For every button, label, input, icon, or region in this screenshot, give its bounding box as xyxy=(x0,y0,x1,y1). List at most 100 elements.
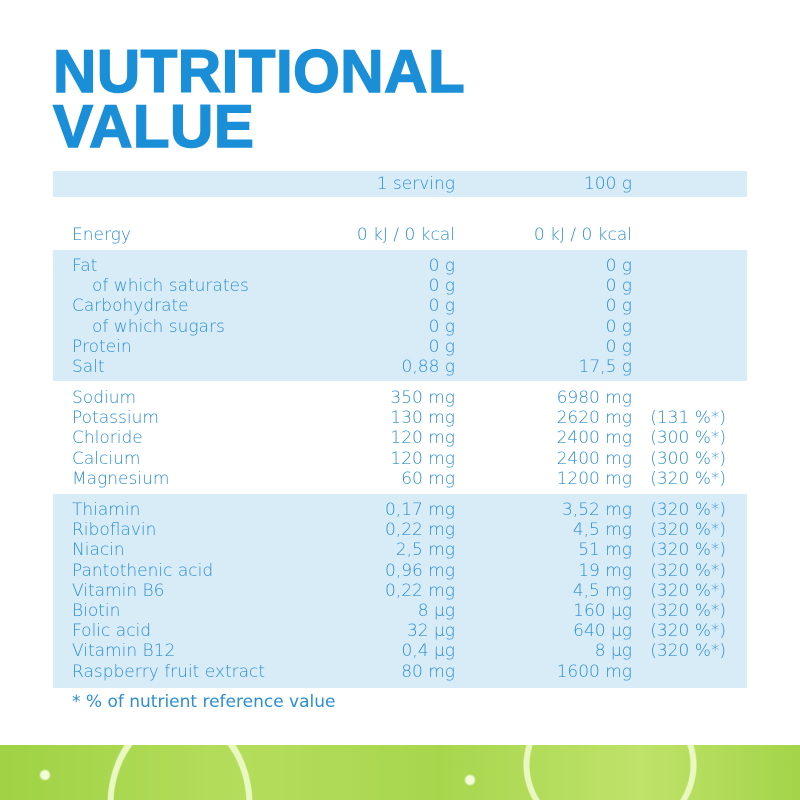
row-per100: 640 µg xyxy=(573,621,632,642)
table-row: Potassium 130 mg 2620 mg (131 %*) xyxy=(0,408,800,428)
table-row: Carbohydrate 0 g 0 g xyxy=(0,296,800,316)
row-serving: 120 mg xyxy=(390,448,455,469)
table-row: Niacin 2,5 mg 51 mg (320 %*) xyxy=(0,540,800,560)
row-per100: 6980 mg xyxy=(556,388,632,408)
row-per100: 2620 mg xyxy=(556,408,632,429)
row-per100: 0 g xyxy=(605,276,632,297)
table-row: Riboflavin 0,22 mg 4,5 mg (320 %*) xyxy=(0,520,800,540)
table-row: Vitamin B6 0,22 mg 4,5 mg (320 %*) xyxy=(0,581,800,601)
row-label: Chloride xyxy=(72,428,143,449)
row-nrv: (320 %*) xyxy=(650,540,726,561)
row-label: Salt xyxy=(72,357,105,377)
row-nrv: (320 %*) xyxy=(650,641,726,662)
table-row: Fat 0 g 0 g xyxy=(0,256,800,276)
row-serving: 0,88 g xyxy=(401,357,455,377)
row-serving: 0 kJ / 0 kcal xyxy=(356,225,455,245)
row-label: Potassium xyxy=(72,408,159,429)
table-row: Sodium 350 mg 6980 mg xyxy=(0,388,800,408)
macros-band xyxy=(53,250,747,381)
row-serving: 0 g xyxy=(428,256,455,276)
table-row: Magnesium 60 mg 1200 mg (320 %*) xyxy=(0,469,800,489)
row-per100: 19 mg xyxy=(578,560,632,581)
row-label: Protein xyxy=(72,336,132,357)
row-label: of which saturates xyxy=(92,276,249,297)
row-per100: 0 kJ / 0 kcal xyxy=(533,225,632,245)
row-label: Calcium xyxy=(72,448,141,469)
row-label: Sodium xyxy=(72,388,137,408)
row-serving: 0,4 µg xyxy=(401,641,455,662)
row-per100: 0 g xyxy=(605,256,632,276)
row-per100: 0 g xyxy=(605,296,632,317)
row-per100: 17,5 g xyxy=(578,357,632,377)
row-nrv: (320 %*) xyxy=(650,500,726,520)
table-row: of which sugars 0 g 0 g xyxy=(0,317,800,337)
row-serving: 32 µg xyxy=(406,621,455,642)
row-label: Folic acid xyxy=(72,621,152,642)
table-row: Salt 0,88 g 17,5 g xyxy=(0,357,800,377)
row-serving: 0,22 mg xyxy=(384,520,455,541)
row-serving: 60 mg xyxy=(401,468,455,489)
row-nrv: (320 %*) xyxy=(650,520,726,541)
row-nrv: (320 %*) xyxy=(650,560,726,581)
row-label: Vitamin B6 xyxy=(72,580,165,601)
footnote: * % of nutrient reference value xyxy=(72,692,336,712)
row-per100: 0 g xyxy=(605,336,632,357)
table-header: 1 serving 100 g xyxy=(0,174,800,194)
row-serving: 0,22 mg xyxy=(384,580,455,601)
vitamins-band xyxy=(53,494,747,688)
table-row: Chloride 120 mg 2400 mg (300 %*) xyxy=(0,428,800,448)
row-serving: 0,17 mg xyxy=(384,500,455,520)
row-per100: 2400 mg xyxy=(556,448,632,469)
row-label: Energy xyxy=(72,225,131,245)
table-row: Calcium 120 mg 2400 mg (300 %*) xyxy=(0,449,800,469)
row-serving: 0 g xyxy=(428,316,455,337)
row-per100: 4,5 mg xyxy=(572,580,632,601)
row-serving: 0 g xyxy=(428,336,455,357)
row-serving: 80 mg xyxy=(401,661,455,682)
row-per100: 8 µg xyxy=(594,641,632,662)
table-row: Thiamin 0,17 mg 3,52 mg (320 %*) xyxy=(0,500,800,520)
table-row: Pantothenic acid 0,96 mg 19 mg (320 %*) xyxy=(0,561,800,581)
page-title: NUTRITIONAL VALUE xyxy=(52,41,465,160)
row-per100: 3,52 mg xyxy=(561,500,632,520)
table-row: Raspberry fruit extract 80 mg 1600 mg xyxy=(0,662,800,682)
table-row: of which saturates 0 g 0 g xyxy=(0,276,800,296)
row-label: Biotin xyxy=(72,601,121,621)
row-per100: 2400 mg xyxy=(556,428,632,449)
row-label: of which sugars xyxy=(92,316,225,337)
row-nrv: (300 %*) xyxy=(650,428,726,449)
row-serving: 350 mg xyxy=(390,388,455,408)
table-row-energy: Energy 0 kJ / 0 kcal 0 kJ / 0 kcal xyxy=(0,225,800,245)
title-line-2: VALUE xyxy=(52,93,255,160)
row-label: Raspberry fruit extract xyxy=(72,661,266,682)
row-per100: 0 g xyxy=(605,316,632,337)
row-label: Vitamin B12 xyxy=(72,641,176,662)
row-label: Magnesium xyxy=(72,468,170,489)
row-serving: 120 mg xyxy=(390,428,455,449)
table-row: Protein 0 g 0 g xyxy=(0,337,800,357)
row-per100: 1600 mg xyxy=(556,661,632,682)
row-label: Carbohydrate xyxy=(72,296,189,317)
row-serving: 2,5 mg xyxy=(395,540,455,561)
row-serving: 0 g xyxy=(428,296,455,317)
lime-slices-image xyxy=(0,745,800,800)
header-band xyxy=(53,171,747,197)
table-row: Vitamin B12 0,4 µg 8 µg (320 %*) xyxy=(0,641,800,661)
row-nrv: (300 %*) xyxy=(650,448,726,469)
row-serving: 0,96 mg xyxy=(384,560,455,581)
row-per100: 160 µg xyxy=(573,601,632,621)
row-nrv: (320 %*) xyxy=(650,601,726,621)
header-per100: 100 g xyxy=(583,174,632,194)
row-serving: 130 mg xyxy=(390,408,455,429)
row-label: Fat xyxy=(72,256,98,276)
table-row: Folic acid 32 µg 640 µg (320 %*) xyxy=(0,621,800,641)
row-label: Riboflavin xyxy=(72,520,157,541)
row-nrv: (320 %*) xyxy=(650,580,726,601)
row-nrv: (131 %*) xyxy=(650,408,726,429)
row-per100: 51 mg xyxy=(578,540,632,561)
row-nrv: (320 %*) xyxy=(650,468,726,489)
row-label: Pantothenic acid xyxy=(72,560,214,581)
header-serving: 1 serving xyxy=(376,174,455,194)
row-per100: 4,5 mg xyxy=(572,520,632,541)
row-label: Niacin xyxy=(72,540,125,561)
